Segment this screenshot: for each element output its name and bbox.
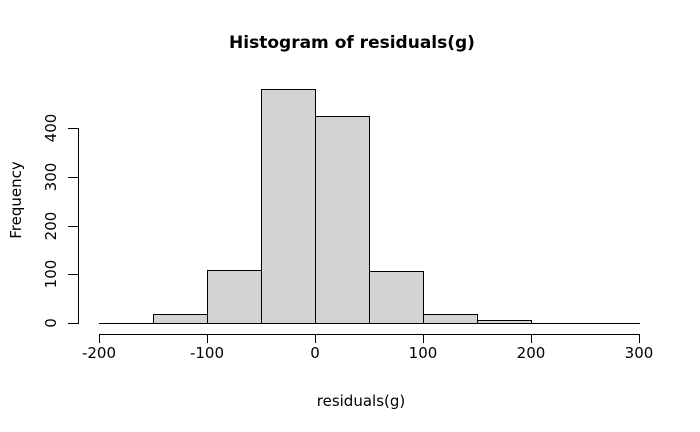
histogram-bar xyxy=(315,116,370,324)
zero-line xyxy=(99,323,640,324)
chart-title: Histogram of residuals(g) xyxy=(229,33,475,53)
y-axis-tick xyxy=(68,128,78,129)
histogram-bar xyxy=(369,271,424,324)
x-axis-tick xyxy=(315,334,316,343)
x-tick-label: -200 xyxy=(81,344,117,362)
histogram-bar xyxy=(207,270,262,324)
x-tick-label: -100 xyxy=(189,344,225,362)
x-axis-line xyxy=(99,334,640,335)
x-tick-label: 0 xyxy=(310,344,320,362)
y-tick-label: 200 xyxy=(41,211,60,241)
x-axis-tick xyxy=(423,334,424,343)
x-axis-tick xyxy=(531,334,532,343)
histogram-bar xyxy=(261,89,316,324)
x-axis-label: residuals(g) xyxy=(316,392,406,410)
x-axis-tick xyxy=(99,334,100,343)
y-axis-tick xyxy=(68,323,78,324)
y-axis-tick xyxy=(68,226,78,227)
x-tick-label: 300 xyxy=(624,344,654,362)
y-tick-label: 100 xyxy=(41,259,60,289)
y-tick-label: 0 xyxy=(41,318,60,328)
y-axis-tick xyxy=(68,274,78,275)
x-axis-tick xyxy=(639,334,640,343)
x-tick-label: 100 xyxy=(408,344,438,362)
x-axis-tick xyxy=(207,334,208,343)
y-tick-label: 400 xyxy=(41,113,60,143)
y-axis-tick xyxy=(68,177,78,178)
y-tick-label: 300 xyxy=(41,162,60,192)
x-tick-label: 200 xyxy=(516,344,546,362)
y-axis-line xyxy=(78,128,79,324)
